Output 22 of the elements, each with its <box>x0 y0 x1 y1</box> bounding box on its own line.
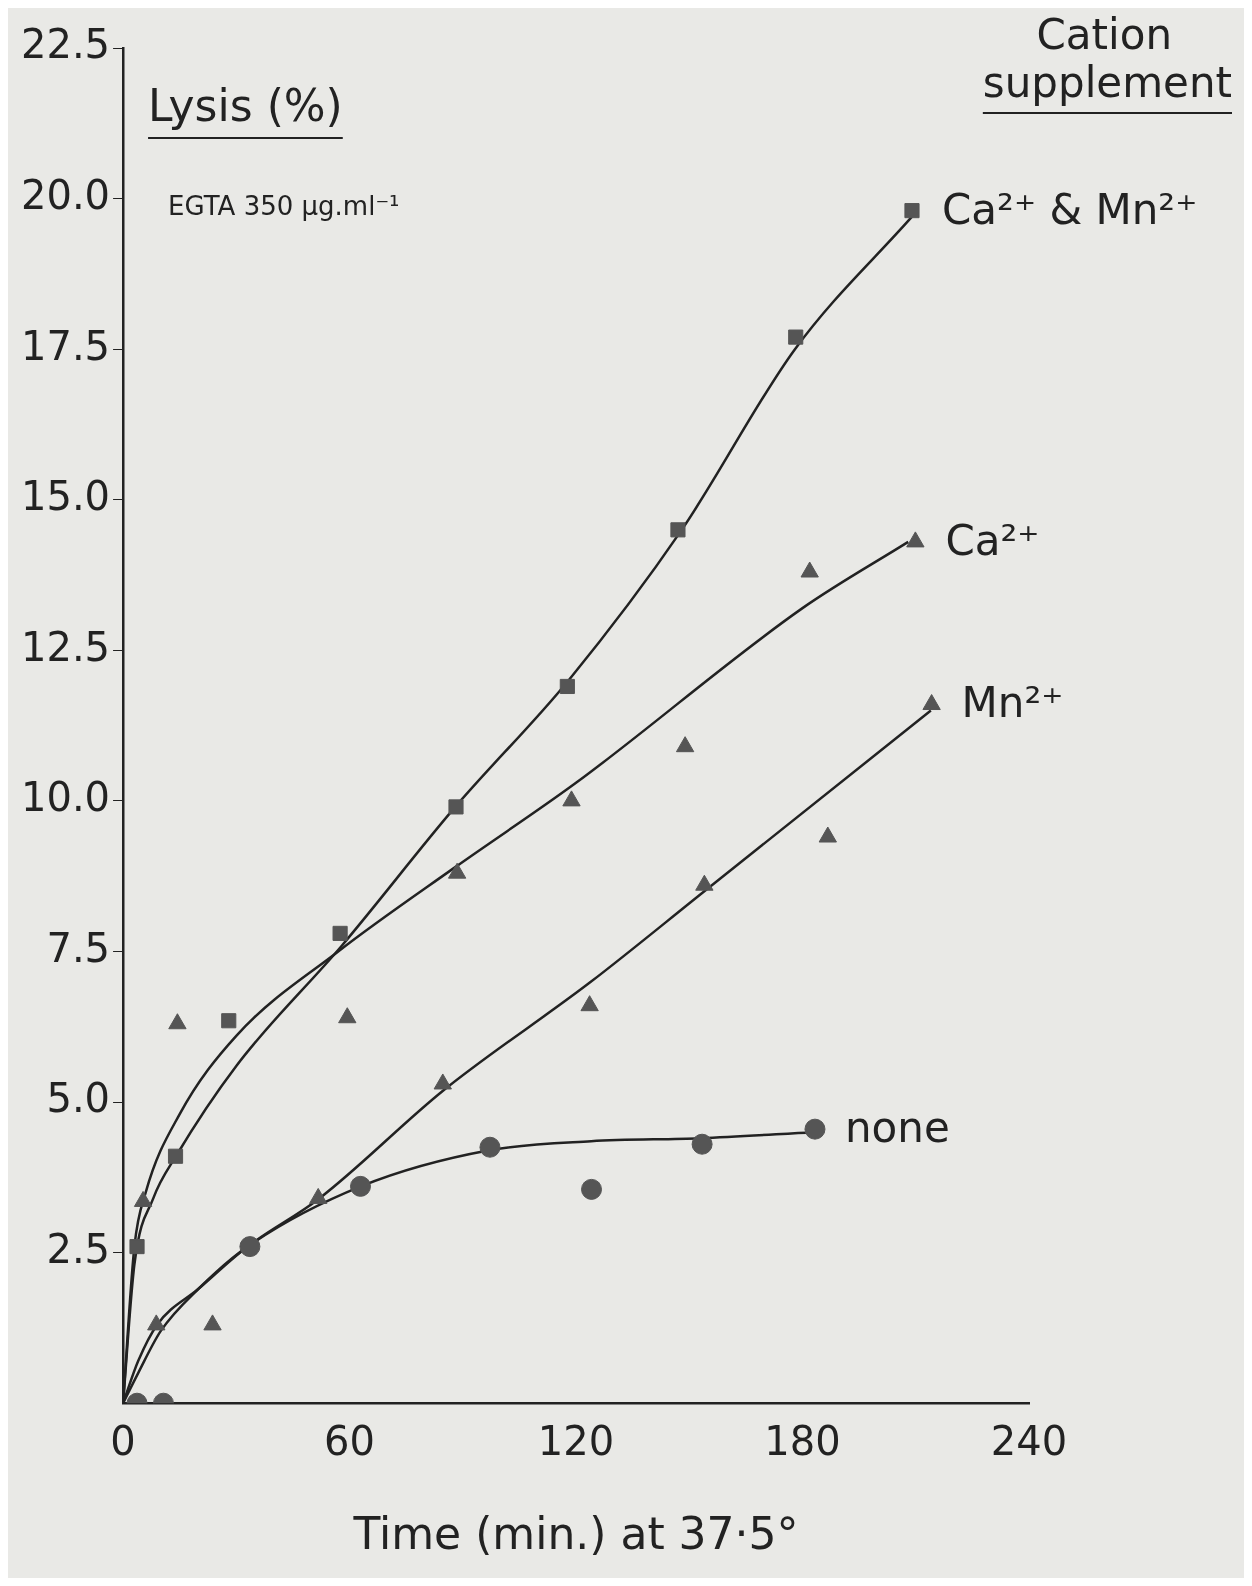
y-tick-label: 17.5 <box>21 322 111 369</box>
y-tick-label: 10.0 <box>21 774 111 821</box>
x-tick-label: 120 <box>537 1417 615 1464</box>
y-tick-label: 12.5 <box>21 623 111 670</box>
y-tick-label: 2.5 <box>46 1226 111 1273</box>
annotation: EGTA 350 µg.ml⁻¹ <box>168 190 400 221</box>
x-tick-label: 0 <box>110 1417 136 1464</box>
y-tick-label: 22.5 <box>21 21 111 68</box>
y-axis-title: Lysis (%) <box>148 80 343 132</box>
y-tick-label: 7.5 <box>46 924 111 971</box>
series-label: Ca²⁺ & Mn²⁺ <box>941 184 1198 234</box>
y-tick-label: 15.0 <box>21 473 111 520</box>
y-tick-label: 20.0 <box>21 171 111 218</box>
series-label: Mn²⁺ <box>961 678 1064 728</box>
x-tick-label: 60 <box>324 1417 375 1464</box>
x-axis-title: Time (min.) at 37·5° <box>352 1508 799 1560</box>
x-tick-label: 240 <box>990 1417 1068 1464</box>
y-tick-label: 5.0 <box>46 1075 111 1122</box>
legend-title: Cation supplement <box>982 9 1232 107</box>
series-label: none <box>844 1103 950 1153</box>
x-tick-label: 180 <box>764 1417 841 1464</box>
series-label: Ca²⁺ <box>945 515 1040 565</box>
